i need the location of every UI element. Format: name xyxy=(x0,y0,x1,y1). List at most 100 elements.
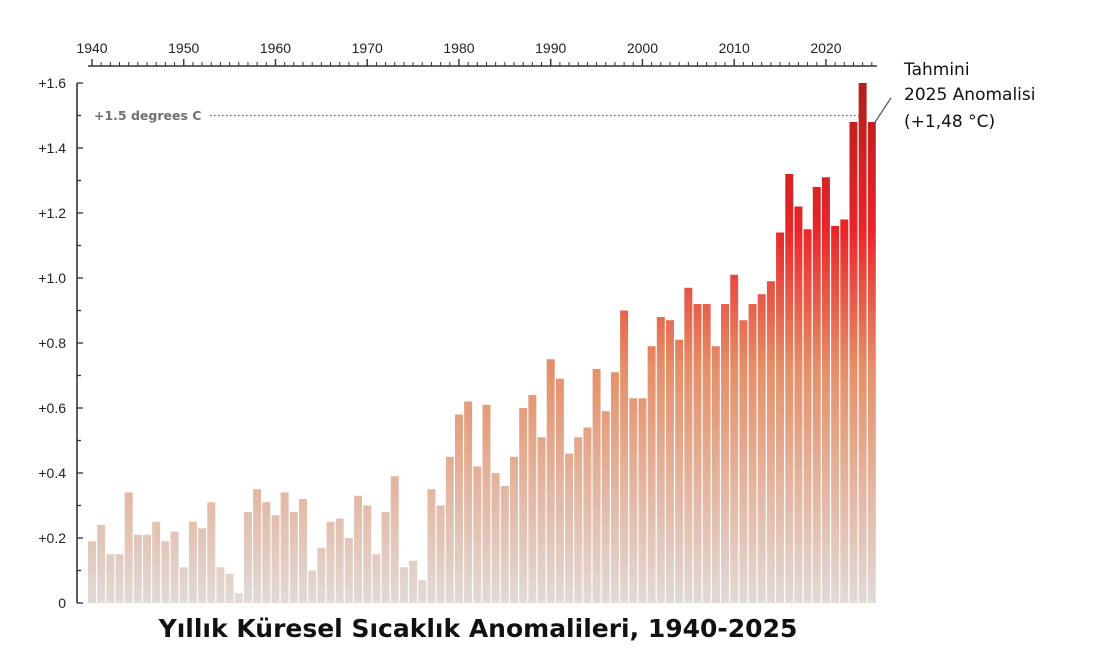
bar-1983 xyxy=(482,404,491,603)
bar-1982 xyxy=(473,466,482,603)
bar-1970 xyxy=(363,505,372,603)
y-tick-label-3: +0.6 xyxy=(38,400,66,416)
y-tick-label-4: +0.8 xyxy=(38,335,66,351)
bar-1964 xyxy=(308,570,317,603)
x-tick-label-1950: 1950 xyxy=(168,40,199,56)
bar-1978 xyxy=(436,505,445,603)
annotation-leader xyxy=(873,97,892,125)
bar-1965 xyxy=(317,547,326,603)
bar-1962 xyxy=(289,512,298,603)
bar-1952 xyxy=(198,528,207,603)
y-tick-label-2: +0.4 xyxy=(38,465,66,481)
reference-line-label: +1.5 degrees C xyxy=(94,108,201,123)
x-tick-label-1960: 1960 xyxy=(260,40,291,56)
bar-2013 xyxy=(757,294,766,603)
bar-1968 xyxy=(344,538,353,603)
bar-1988 xyxy=(528,395,537,603)
bar-1955 xyxy=(225,573,234,603)
x-tick-label-2000: 2000 xyxy=(627,40,658,56)
bar-2007 xyxy=(702,304,711,603)
bar-2018 xyxy=(803,229,812,603)
bar-2011 xyxy=(739,320,748,603)
bar-1972 xyxy=(381,512,390,603)
bar-1976 xyxy=(418,580,427,603)
bar-1948 xyxy=(161,541,170,603)
bar-1940 xyxy=(88,541,96,603)
bar-1956 xyxy=(234,593,243,603)
bar-1992 xyxy=(565,453,574,603)
bar-2000 xyxy=(638,398,647,603)
bar-2016 xyxy=(785,174,794,603)
reference-line-group: +1.5 degrees C xyxy=(94,108,866,123)
bar-1981 xyxy=(464,401,473,603)
bar-1984 xyxy=(491,473,500,603)
y-tick-label-8: +1.6 xyxy=(38,75,66,91)
bar-1989 xyxy=(537,437,546,603)
bar-1947 xyxy=(152,521,161,603)
bar-2001 xyxy=(647,346,656,603)
bar-2008 xyxy=(711,346,720,603)
bar-1958 xyxy=(253,489,262,603)
annotation-group: Tahmini 2025 Anomalisi (+1,48 °C) xyxy=(873,60,1035,132)
bar-2022 xyxy=(840,219,849,603)
bar-1974 xyxy=(399,567,408,603)
bar-1985 xyxy=(500,486,509,603)
bar-1993 xyxy=(574,437,583,603)
bar-1966 xyxy=(326,521,335,603)
bar-1957 xyxy=(243,512,252,603)
y-tick-label-0: 0 xyxy=(58,595,66,611)
bar-2004 xyxy=(675,339,684,603)
y-tick-label-6: +1.2 xyxy=(38,205,66,221)
bar-2017 xyxy=(794,206,803,603)
bar-2003 xyxy=(665,320,674,603)
bar-1944 xyxy=(124,492,133,603)
bar-2012 xyxy=(748,304,757,603)
bar-1959 xyxy=(262,502,271,603)
bar-1975 xyxy=(409,560,418,603)
bar-2009 xyxy=(721,304,729,603)
bar-1967 xyxy=(335,518,344,603)
bar-1943 xyxy=(115,554,124,603)
bar-2006 xyxy=(693,304,702,603)
bars-group xyxy=(88,83,876,603)
bar-2014 xyxy=(766,281,775,603)
bar-1941 xyxy=(97,525,106,603)
bar-1949 xyxy=(170,531,179,603)
bar-2024 xyxy=(858,83,867,603)
bar-1994 xyxy=(583,427,592,603)
y-tick-label-5: +1.0 xyxy=(38,270,66,286)
chart-title: Yıllık Küresel Sıcaklık Anomalileri, 194… xyxy=(158,614,798,643)
x-tick-label-1970: 1970 xyxy=(352,40,383,56)
bar-1951 xyxy=(188,521,197,603)
y-tick-label-1: +0.2 xyxy=(38,530,66,546)
bar-1946 xyxy=(143,534,152,603)
annotation-line-2: (+1,48 °C) xyxy=(904,112,995,132)
bar-1954 xyxy=(216,567,225,603)
x-tick-label-2020: 2020 xyxy=(810,40,841,56)
x-tick-label-1980: 1980 xyxy=(443,40,474,56)
bar-1997 xyxy=(610,372,619,603)
axes-group: 1940 1950 1960 1970 1980 1990 2000 2010 2020 0 +0.… xyxy=(38,40,877,611)
x-tick-label-2010: 2010 xyxy=(719,40,750,56)
bar-1980 xyxy=(454,414,463,603)
bar-2019 xyxy=(812,187,821,603)
bar-1990 xyxy=(546,359,555,603)
bar-1995 xyxy=(592,369,601,603)
bar-2020 xyxy=(821,177,830,603)
bar-1942 xyxy=(106,554,115,603)
x-tick-label-1940: 1940 xyxy=(76,40,107,56)
bar-1998 xyxy=(620,310,629,603)
bar-1979 xyxy=(445,456,454,603)
bar-2005 xyxy=(684,287,693,603)
bar-1971 xyxy=(372,554,381,603)
bar-1986 xyxy=(510,456,518,603)
bar-1969 xyxy=(354,495,363,603)
y-tick-label-7: +1.4 xyxy=(38,140,66,156)
bar-2025 xyxy=(867,122,876,603)
bar-2010 xyxy=(730,274,739,603)
bar-1999 xyxy=(629,398,638,603)
bar-1977 xyxy=(427,489,436,603)
annotation-line-0: Tahmini xyxy=(903,60,970,80)
bar-1973 xyxy=(390,476,399,603)
